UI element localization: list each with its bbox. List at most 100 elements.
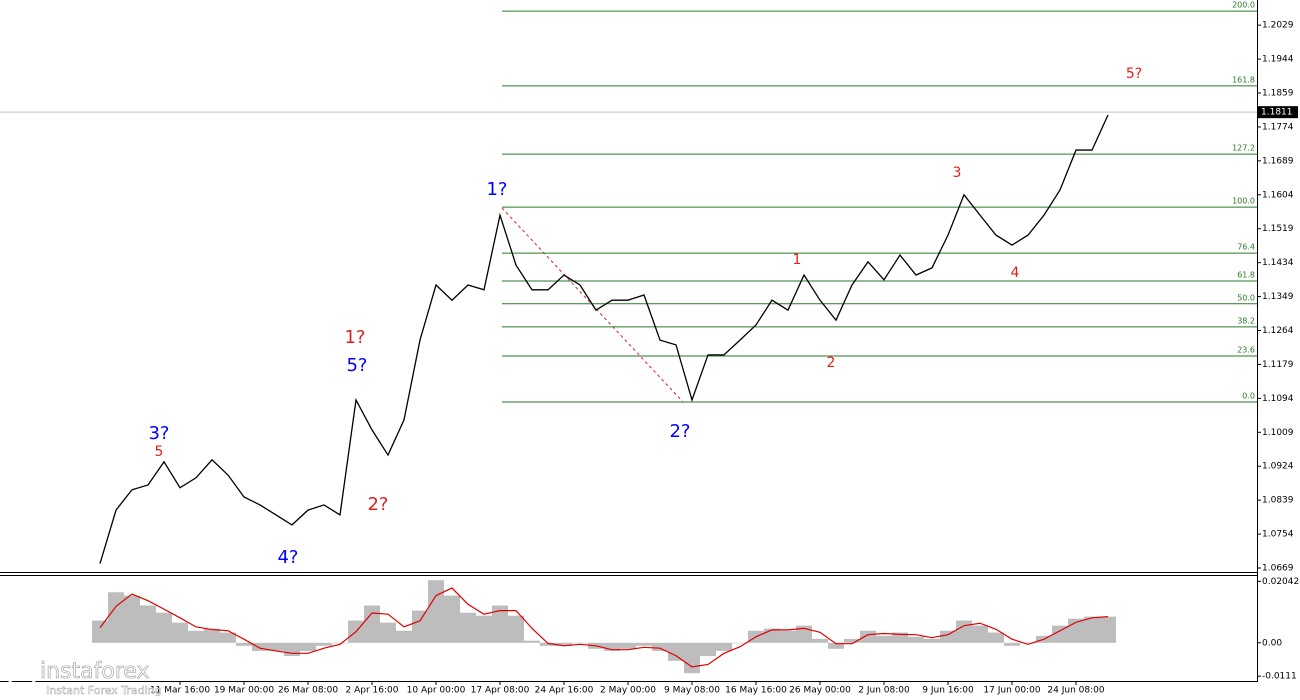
x-tick-label: 26 Mar 08:00 [278, 686, 338, 696]
histogram-bar [444, 595, 460, 643]
histogram-bar [604, 642, 620, 651]
x-tick-label: 11 Mar 16:00 [150, 686, 210, 696]
wave-label: 1? [344, 327, 365, 348]
y-tick-label: 1.1519 [1262, 224, 1294, 234]
histogram-bar [732, 642, 748, 644]
y-tick-label: 1.0924 [1262, 462, 1294, 472]
histogram-bar [892, 632, 908, 643]
y-tick-label: 1.1009 [1262, 428, 1294, 438]
y-tick-label: 1.0669 [1262, 564, 1294, 574]
histogram-bar [860, 630, 876, 643]
y-tick-label: 0.02042 [1262, 577, 1299, 587]
histogram-bar [396, 630, 412, 643]
wave-label: 3? [148, 423, 169, 444]
y-tick-label: 1.1434 [1262, 258, 1294, 268]
histogram-bar [844, 638, 860, 643]
wave-label: 4 [1011, 265, 1020, 281]
x-tick-label: 9 May 08:00 [664, 686, 720, 696]
histogram-bar [940, 630, 956, 643]
fib-label: 38.2 [1237, 316, 1255, 325]
wave-label: 2? [367, 494, 388, 515]
histogram-bar [828, 642, 844, 649]
histogram-bar [876, 635, 892, 643]
price-line [99, 114, 1109, 564]
histogram-bar [124, 595, 140, 643]
wave-label: 4? [277, 547, 298, 568]
wave-label: 5 [155, 444, 164, 460]
histogram-bar [1100, 616, 1116, 643]
histogram-bar [300, 642, 316, 651]
histogram-bar [268, 642, 284, 651]
histogram-bar [972, 625, 988, 643]
brand-name: instaforex [40, 659, 150, 684]
histogram-bar [364, 605, 380, 643]
x-tick-label: 2 Apr 16:00 [346, 686, 399, 696]
wave-label: 2? [669, 421, 690, 442]
wave-label: 1? [486, 179, 507, 200]
histogram-bar [780, 630, 796, 643]
histogram-bar [620, 642, 636, 649]
y-tick-label: 1.1604 [1262, 190, 1294, 200]
histogram-bar [652, 642, 668, 651]
histogram-bar [284, 642, 300, 657]
y-tick-label: 1.0839 [1262, 496, 1294, 506]
histogram-bar [1084, 616, 1100, 643]
histogram-bar [172, 622, 188, 643]
wave-label: 3 [953, 165, 962, 181]
logo-icon [7, 661, 37, 691]
fib-label: 61.8 [1237, 271, 1255, 280]
x-tick-label: 16 May 16:00 [725, 686, 787, 696]
y-tick-label: 1.2029 [1262, 21, 1294, 31]
fib-label: 76.4 [1237, 243, 1255, 252]
x-tick-label: 26 May 00:00 [789, 686, 851, 696]
histogram-bar [572, 642, 588, 644]
y-tick-label: 1.1094 [1262, 394, 1294, 404]
histogram-bar [540, 642, 556, 646]
histogram-bar [428, 580, 444, 643]
x-tick-label: 17 Apr 08:00 [471, 686, 530, 696]
histogram-bar [668, 642, 684, 661]
histogram-bar [1052, 625, 1068, 643]
y-tick-label: -0.0111 [1262, 672, 1297, 682]
fib-label: 100.0 [1232, 197, 1255, 206]
current-price-label: 1.1811 [1261, 108, 1293, 118]
x-tick-label: 24 Jun 08:00 [1047, 686, 1104, 696]
histogram-bar [236, 642, 252, 646]
histogram-bar [524, 640, 540, 643]
histogram-bar [476, 615, 492, 643]
wave-label: 5? [1126, 66, 1142, 82]
fib-label: 200.0 [1232, 1, 1255, 10]
histogram-bar [988, 632, 1004, 643]
histogram-bar [220, 632, 236, 643]
histogram-bar [556, 642, 572, 646]
histogram-bar [956, 620, 972, 643]
histogram-bar [684, 642, 700, 674]
histogram-bar [380, 622, 396, 643]
wave-label: 1 [793, 252, 802, 268]
x-tick-label: 19 Mar 00:00 [214, 686, 274, 696]
logo: instaforex Instant Forex Trading [7, 659, 162, 697]
histogram-bar [716, 642, 732, 651]
y-tick-label: 1.1689 [1262, 156, 1294, 166]
fib-label: 0.0 [1242, 391, 1255, 400]
fib-label: 127.2 [1232, 144, 1255, 153]
x-tick-label: 9 Jun 16:00 [922, 686, 974, 696]
histogram-bar [812, 638, 828, 643]
histogram-bar [924, 638, 940, 643]
x-tick-label: 2 May 00:00 [600, 686, 656, 696]
y-tick-label: 1.1179 [1262, 360, 1294, 370]
y-tick-label: 1.1264 [1262, 326, 1294, 336]
histogram-bar [252, 642, 268, 651]
x-tick-label: 17 Jun 00:00 [983, 686, 1040, 696]
histogram-bar [108, 592, 124, 643]
fib-label: 50.0 [1237, 293, 1255, 302]
wave-label: 2 [827, 355, 836, 371]
fib-label: 23.6 [1237, 346, 1255, 355]
histogram-bar [204, 628, 220, 643]
histogram-bar [764, 628, 780, 643]
histogram-bar [700, 642, 716, 657]
histogram-bar [92, 620, 108, 643]
x-tick-label: 24 Apr 16:00 [535, 686, 594, 696]
histogram-bar [332, 642, 348, 644]
